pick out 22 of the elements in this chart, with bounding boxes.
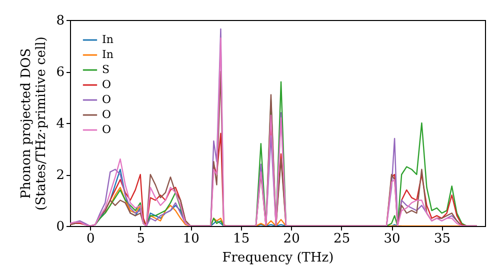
y-tick-label: 8 xyxy=(56,14,64,28)
legend-label: O xyxy=(102,78,112,91)
y-tick-label: 2 xyxy=(56,168,64,183)
legend-label: S xyxy=(102,63,110,76)
x-tick-label: 20 xyxy=(283,232,300,246)
y-tick-label: 4 xyxy=(56,116,64,132)
x-tick-label: 0 xyxy=(86,232,95,246)
y-tick-label: 0 xyxy=(56,220,64,234)
legend-label: O xyxy=(102,108,112,121)
x-tick-label: 10 xyxy=(182,232,200,246)
x-tick-label: 25 xyxy=(334,232,350,246)
legend-label: O xyxy=(102,93,112,106)
x-tick-label: 5 xyxy=(136,232,145,246)
legend-label: O xyxy=(102,123,112,136)
legend-label: In xyxy=(102,33,114,46)
y-tick-label: 6 xyxy=(56,65,64,80)
x-axis-title: Frequency (THz) xyxy=(222,250,334,266)
x-tick-label: 35 xyxy=(434,232,451,246)
legend-label: In xyxy=(102,48,114,61)
y-axis-title: Phonon projected DOS (States/THz·primitive cell) xyxy=(19,36,50,211)
x-tick-label: 15 xyxy=(233,232,250,246)
x-tick-label: 30 xyxy=(384,232,400,246)
